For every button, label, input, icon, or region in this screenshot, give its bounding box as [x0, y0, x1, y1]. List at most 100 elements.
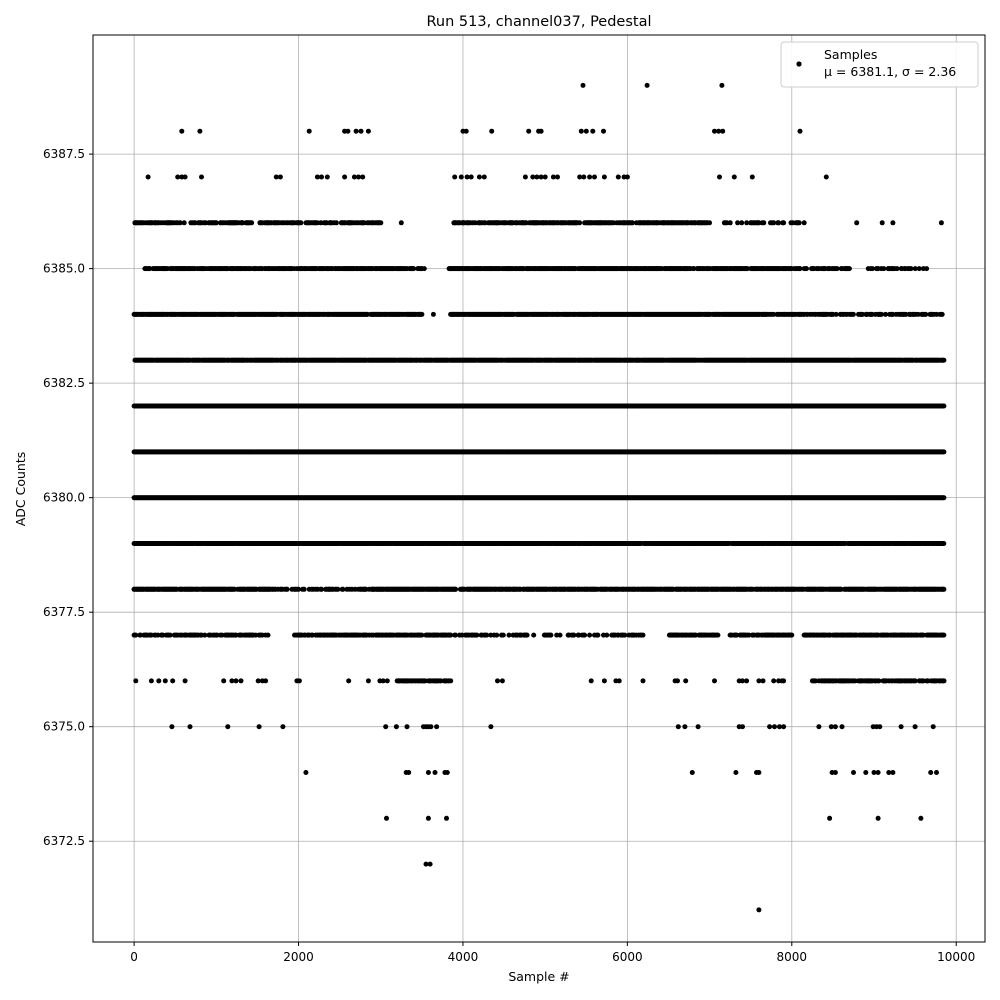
data-point [353, 128, 359, 134]
data-point [356, 174, 361, 180]
data-point [720, 128, 726, 134]
data-point [249, 220, 255, 226]
data-point [522, 174, 528, 180]
data-point [601, 174, 607, 180]
data-point [419, 311, 425, 317]
data-point [365, 128, 371, 134]
data-point [542, 174, 548, 180]
data-point [583, 128, 589, 134]
data-point [277, 174, 283, 180]
data-point [590, 128, 596, 134]
data-point [939, 311, 945, 317]
data-point [924, 266, 930, 272]
data-point [464, 174, 470, 180]
data-point [727, 220, 733, 226]
data-point [644, 82, 650, 88]
data-point [145, 174, 151, 180]
data-point [615, 174, 621, 180]
data-point [319, 174, 324, 180]
data-point [923, 311, 929, 317]
data-point [526, 128, 532, 134]
data-point [333, 220, 339, 226]
data-point [776, 220, 782, 226]
data-point [801, 220, 807, 226]
data-point [534, 174, 540, 180]
data-point [177, 220, 183, 226]
data-point [938, 220, 944, 226]
data-point [834, 266, 840, 272]
data-point [587, 174, 593, 180]
data-point [378, 220, 384, 226]
data-point [941, 403, 947, 409]
data-point [351, 174, 357, 180]
data-point [592, 174, 597, 180]
data-point [797, 128, 803, 134]
data-point [712, 128, 717, 134]
data-point [580, 82, 586, 88]
data-point [749, 174, 755, 180]
data-point [941, 357, 947, 363]
data-point [550, 174, 556, 180]
data-point [199, 174, 204, 180]
data-point [430, 311, 436, 317]
data-point [489, 128, 495, 134]
data-point [739, 220, 745, 226]
data-point [481, 174, 487, 180]
data-point [581, 174, 587, 180]
data-point [624, 174, 630, 180]
data-point [869, 266, 875, 272]
data-point [719, 82, 725, 88]
data-point [298, 220, 304, 226]
data-point [823, 174, 829, 180]
data-point [601, 128, 606, 134]
data-point [175, 174, 181, 180]
data-point [555, 174, 560, 180]
data-point [748, 220, 754, 226]
data-point [908, 266, 914, 272]
data-point [890, 220, 896, 226]
data-point [916, 266, 922, 272]
data-point [213, 220, 219, 226]
data-point [530, 174, 536, 180]
data-point [761, 220, 767, 226]
data-point [717, 174, 722, 180]
data-point [735, 220, 741, 226]
data-point [358, 128, 364, 134]
data-point [781, 220, 787, 226]
data-point [941, 449, 947, 455]
data-point [182, 174, 188, 180]
data-point [306, 128, 312, 134]
chart-title: Run 513, channel037, Pedestal [426, 14, 651, 30]
data-point [771, 220, 777, 226]
data-point [360, 174, 366, 180]
data-point [538, 128, 544, 134]
data-point [398, 220, 404, 226]
data-point [345, 128, 351, 134]
data-point [273, 174, 279, 180]
data-point [577, 174, 583, 180]
data-point [179, 128, 185, 134]
data-point [458, 174, 464, 180]
data-point [476, 174, 482, 180]
data-point [716, 128, 722, 134]
data-point [324, 174, 330, 180]
data-point [577, 220, 583, 226]
data-point [463, 128, 469, 134]
data-point [804, 266, 809, 272]
data-point [181, 220, 187, 226]
data-point [744, 220, 750, 226]
data-point [411, 266, 417, 272]
data-point [421, 266, 427, 272]
data-point [912, 266, 918, 272]
data-point [879, 220, 885, 226]
data-point [731, 174, 737, 180]
data-point [797, 266, 803, 272]
data-point [850, 311, 856, 317]
data-point [846, 266, 852, 272]
data-point [538, 174, 544, 180]
data-point [796, 220, 802, 226]
data-point [197, 128, 203, 134]
data-point [629, 220, 635, 226]
data-points [131, 82, 947, 913]
